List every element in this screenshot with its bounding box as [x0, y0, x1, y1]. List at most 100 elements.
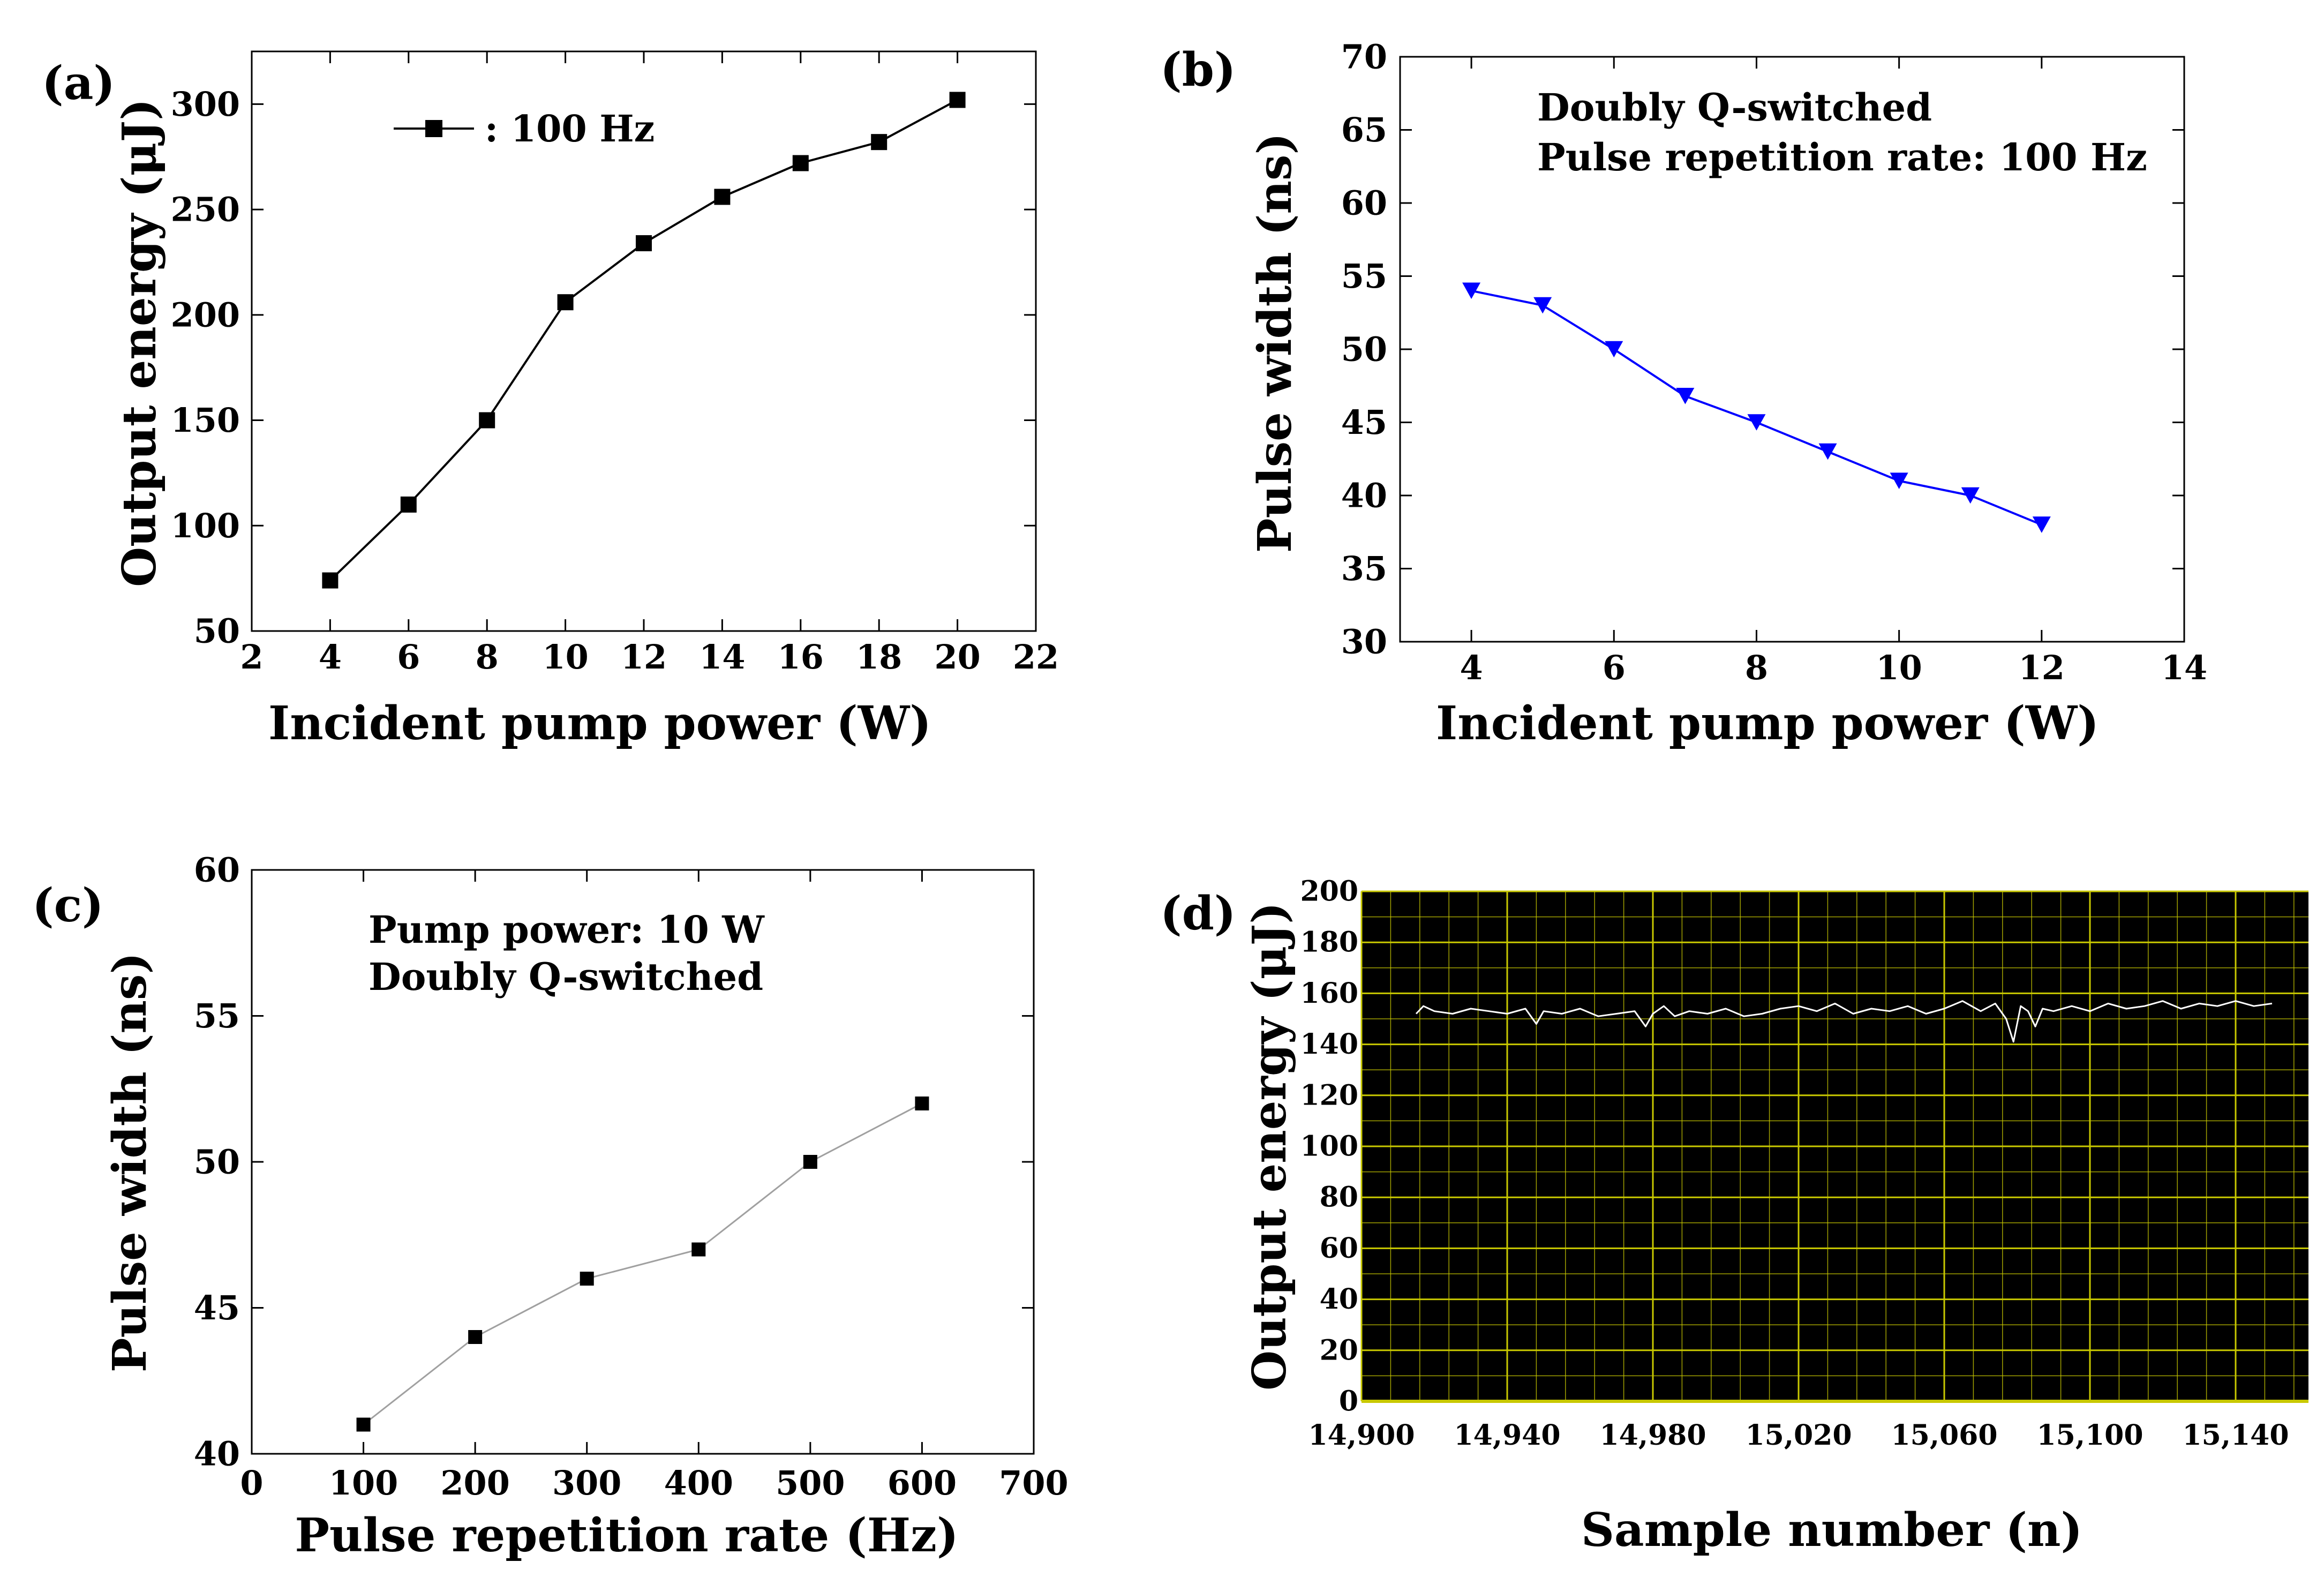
x-tick-label: 20 — [934, 637, 980, 677]
data-point — [792, 155, 809, 171]
x-axis-label: Incident pump power (W) — [268, 696, 931, 750]
y-tick-label: 60 — [1320, 1232, 1358, 1265]
x-tick-label: 15,100 — [2036, 1419, 2143, 1452]
y-tick-label: 80 — [1320, 1181, 1358, 1214]
data-point — [1605, 341, 1623, 358]
y-tick-label: 200 — [171, 295, 240, 334]
y-axis-label: Pulse width (ns) — [1248, 133, 1302, 553]
x-tick-label: 100 — [329, 1463, 398, 1503]
y-tick-label: 40 — [1341, 476, 1387, 515]
x-tick-label: 14 — [699, 637, 745, 677]
x-tick-label: 6 — [397, 637, 420, 677]
y-tick-label: 0 — [1339, 1385, 1358, 1418]
x-tick-label: 14 — [2161, 648, 2207, 687]
y-tick-label: 250 — [171, 190, 240, 229]
chart-panel-d: 14,900 14,940 14,980 15,020 15,060 15,100 15,1… — [1160, 875, 2308, 1557]
x-tick-label: 2 — [240, 637, 263, 677]
plot-area — [1399, 56, 2185, 643]
x-tick-label: 14,900 — [1308, 1419, 1415, 1452]
x-axis-label: Pulse repetition rate (Hz) — [295, 1508, 958, 1563]
y-tick-label: 60 — [194, 851, 240, 890]
x-tick-label: 15,060 — [1891, 1419, 1997, 1452]
data-point — [356, 1417, 371, 1432]
y-tick-label: 20 — [1320, 1334, 1358, 1366]
annotation-text: Pump power: 10 W — [368, 907, 765, 952]
plot-area — [251, 869, 1035, 1455]
panel-label: (d) — [1160, 887, 1236, 941]
y-tick-label: 35 — [1341, 549, 1387, 588]
x-tick-label: 16 — [778, 637, 824, 677]
series-line — [363, 1102, 923, 1425]
y-tick-label: 100 — [171, 506, 240, 545]
x-tick-label: 12 — [621, 637, 667, 677]
data-point — [714, 189, 731, 205]
annotation-text: Doubly Q-switched — [368, 955, 763, 999]
y-tick-label: 120 — [1300, 1079, 1358, 1112]
data-point — [1961, 487, 1980, 504]
x-tick-label: 8 — [1745, 648, 1768, 687]
y-tick-label: 180 — [1300, 926, 1358, 959]
x-tick-label: 10 — [1876, 648, 1922, 687]
x-tick-label: 8 — [476, 637, 499, 677]
y-tick-label: 45 — [1341, 403, 1387, 442]
y-tick-label: 50 — [194, 1143, 240, 1182]
x-tick-label: 14,980 — [1599, 1419, 1706, 1452]
x-tick-label: 14,940 — [1454, 1419, 1560, 1452]
data-point — [2032, 516, 2051, 533]
y-tick-label: 30 — [1341, 622, 1387, 662]
y-tick-label: 160 — [1300, 977, 1358, 1010]
y-axis-label: Pulse width (ns) — [103, 952, 157, 1372]
data-point — [1533, 297, 1552, 314]
data-point — [1747, 414, 1766, 431]
data-point — [479, 412, 495, 429]
y-tick-label: 70 — [1341, 37, 1387, 77]
data-point — [691, 1242, 706, 1257]
x-tick-label: 22 — [1013, 637, 1059, 677]
y-tick-label: 40 — [1320, 1283, 1358, 1316]
data-point — [557, 294, 574, 311]
chart-panel-a: 2 4 6 8 10 12 14 16 18 20 22 50 100 150 200 250 300 Incid… — [42, 50, 1059, 750]
x-tick-label: 4 — [319, 637, 342, 677]
x-tick-label: 500 — [776, 1463, 845, 1503]
x-tick-label: 15,020 — [1745, 1419, 1852, 1452]
panel-label: (a) — [42, 56, 115, 110]
data-point — [803, 1155, 817, 1169]
chart-panel-c: 0 100 200 300 400 500 600 700 40 45 50 55 60 Pulse re… — [32, 851, 1069, 1563]
x-tick-label: 10 — [542, 637, 588, 677]
panel-label: (c) — [32, 878, 104, 933]
legend-marker — [425, 120, 442, 137]
y-axis-label: Output energy (μJ) — [112, 99, 167, 587]
panel-label: (b) — [1160, 43, 1236, 97]
data-point — [915, 1097, 929, 1110]
y-tick-label: 300 — [171, 85, 240, 124]
y-tick-label: 55 — [194, 996, 240, 1035]
y-tick-label: 45 — [194, 1288, 240, 1327]
data-point — [468, 1330, 483, 1344]
x-tick-label: 18 — [856, 637, 902, 677]
y-tick-label: 100 — [1300, 1130, 1358, 1163]
y-tick-label: 200 — [1300, 875, 1358, 908]
data-point — [580, 1272, 594, 1286]
annotation-text: Doubly Q-switched — [1537, 85, 1932, 130]
data-point — [1676, 388, 1695, 404]
x-tick-label: 200 — [440, 1463, 509, 1503]
x-tick-label: 6 — [1603, 648, 1626, 687]
y-axis-label: Output energy (μJ) — [1243, 902, 1297, 1391]
data-point — [636, 235, 652, 252]
series-line — [1415, 1000, 2273, 1043]
y-tick-label: 150 — [171, 401, 240, 440]
x-tick-label: 700 — [999, 1463, 1068, 1503]
x-tick-label: 300 — [552, 1463, 621, 1503]
x-axis-label: Sample number (n) — [1581, 1503, 2082, 1557]
y-tick-label: 140 — [1300, 1028, 1358, 1061]
x-tick-label: 15,140 — [2182, 1419, 2289, 1452]
data-point — [949, 92, 966, 108]
x-tick-label: 4 — [1460, 648, 1483, 687]
x-tick-label: 12 — [2019, 648, 2065, 687]
data-point — [871, 134, 888, 151]
y-tick-label: 55 — [1341, 257, 1387, 296]
x-axis-label: Incident pump power (W) — [1436, 696, 2099, 750]
x-tick-label: 0 — [240, 1463, 263, 1503]
data-point — [400, 496, 417, 513]
